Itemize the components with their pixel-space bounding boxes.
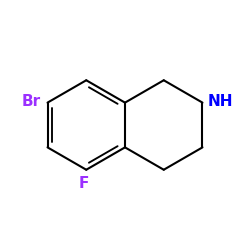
Text: NH: NH <box>208 94 233 109</box>
Text: F: F <box>78 176 89 191</box>
Text: Br: Br <box>22 94 41 108</box>
